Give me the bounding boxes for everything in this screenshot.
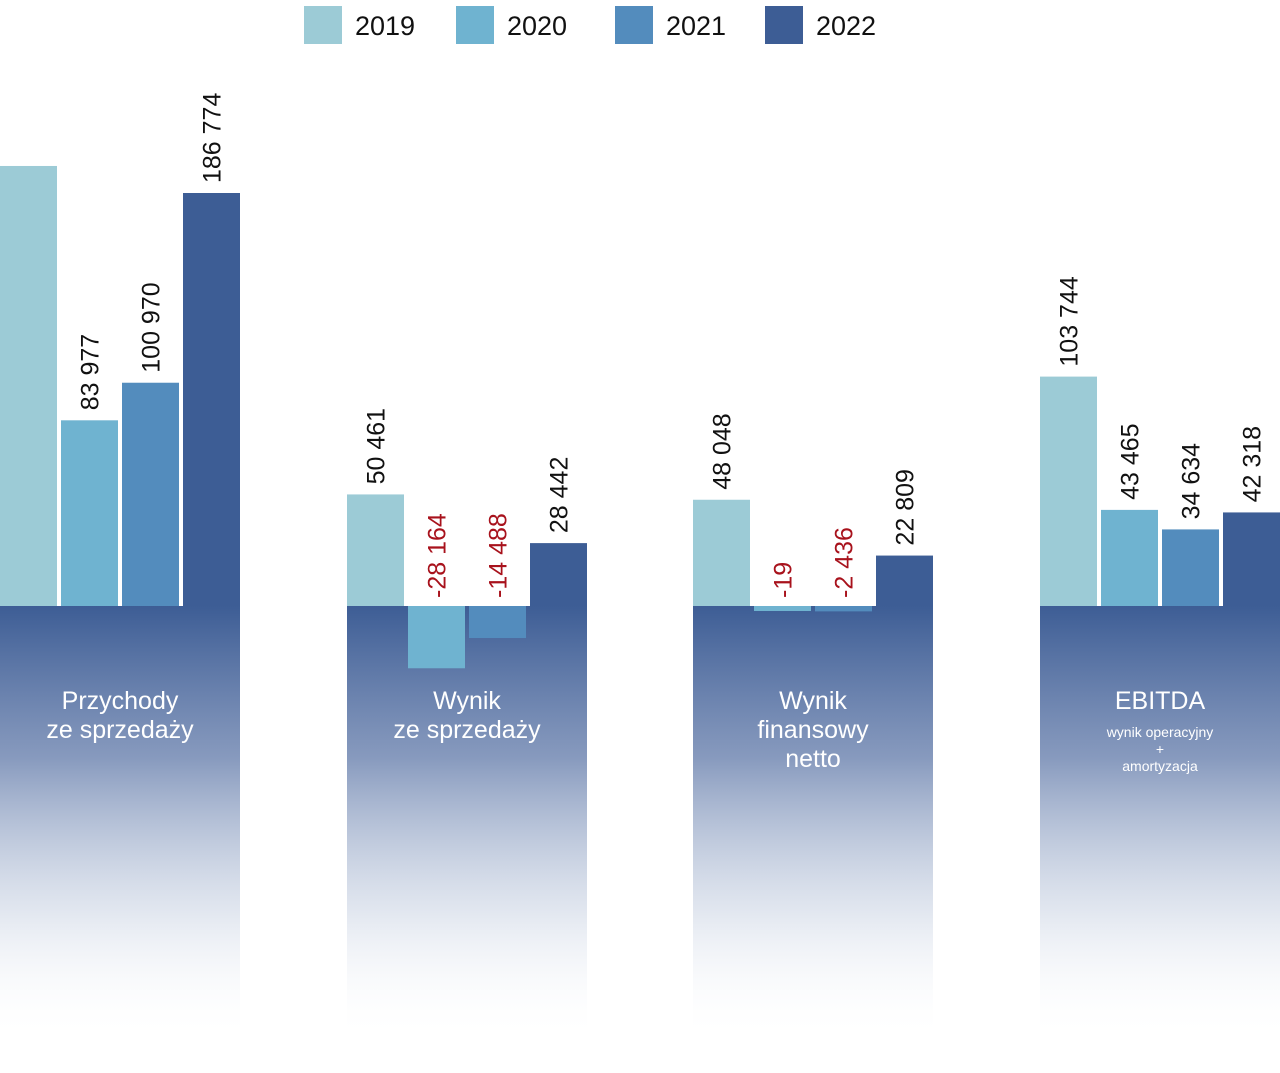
category-sublabel-line: wynik operacyjny [1106, 724, 1214, 740]
category-label-line: ze sprzedaży [46, 716, 194, 744]
category-label-line: Przychody [62, 687, 179, 715]
bar-2022 [530, 543, 587, 606]
bar-2022 [183, 193, 240, 606]
legend-label: 2020 [507, 11, 567, 41]
bar-2022 [1223, 512, 1280, 606]
bar-2019 [347, 494, 404, 606]
category-label: EBITDA wynik operacyjny+amortyzacja [1106, 687, 1214, 774]
legend-label: 2021 [666, 11, 726, 41]
category-label-line: Wynik [433, 687, 501, 715]
legend: 2019 2020 2021 2022 [304, 6, 876, 44]
value-label: 42 318 [1239, 426, 1267, 502]
bar-2022 [876, 555, 933, 606]
category-panel [693, 606, 933, 1040]
legend-swatch [456, 6, 494, 44]
bar-2020 [61, 420, 118, 606]
bar-2021 [1162, 529, 1219, 606]
legend-swatch [615, 6, 653, 44]
legend-swatch [765, 6, 803, 44]
category-panel [0, 606, 240, 1040]
category-label-line: finansowy [757, 716, 869, 744]
category-label-line: EBITDA [1115, 687, 1206, 715]
value-label: 100 970 [138, 282, 166, 372]
legend-item-2022: 2022 [765, 6, 876, 44]
bar-2019 [0, 165, 57, 606]
bar-2020 [754, 606, 811, 611]
bars [0, 165, 1280, 669]
bar-2019 [693, 499, 750, 606]
value-label: 83 977 [77, 334, 105, 410]
category-sublabel-line: amortyzacja [1122, 758, 1198, 774]
category-sublabel-line: + [1156, 741, 1164, 757]
value-label: -28 164 [424, 513, 452, 598]
legend-item-2021: 2021 [615, 6, 726, 44]
bar-2021 [122, 382, 179, 606]
value-label: 186 774 [199, 93, 227, 183]
bar-2019 [1040, 376, 1097, 606]
legend-label: 2019 [355, 11, 415, 41]
category-panel [1040, 606, 1280, 1040]
bar-2021 [815, 606, 872, 612]
value-label: -14 488 [485, 513, 513, 598]
legend-swatch [304, 6, 342, 44]
category-label-line: ze sprzedaży [393, 716, 541, 744]
value-label: -19 [770, 562, 798, 598]
value-label: 103 744 [1056, 276, 1084, 366]
value-label: 22 809 [892, 469, 920, 545]
legend-item-2020: 2020 [456, 6, 567, 44]
value-label: -2 436 [831, 527, 859, 598]
bar-2021 [469, 606, 526, 639]
value-label: 48 048 [709, 413, 737, 489]
category-label-line: netto [785, 745, 841, 773]
category-panel [347, 606, 587, 1040]
category-label-line: Wynik [779, 687, 847, 715]
value-label: 28 442 [546, 457, 574, 533]
bar-2020 [408, 606, 465, 669]
legend-label: 2022 [816, 11, 876, 41]
value-label: 34 634 [1178, 443, 1206, 520]
legend-item-2019: 2019 [304, 6, 415, 44]
category-panels [0, 606, 1280, 1040]
value-label: 43 465 [1117, 423, 1145, 499]
value-label: 50 461 [363, 408, 391, 484]
value-labels: 50 461 48 048 103 744 83 977 -28 164 -19 43 46… [77, 93, 1267, 598]
bar-2020 [1101, 509, 1158, 606]
